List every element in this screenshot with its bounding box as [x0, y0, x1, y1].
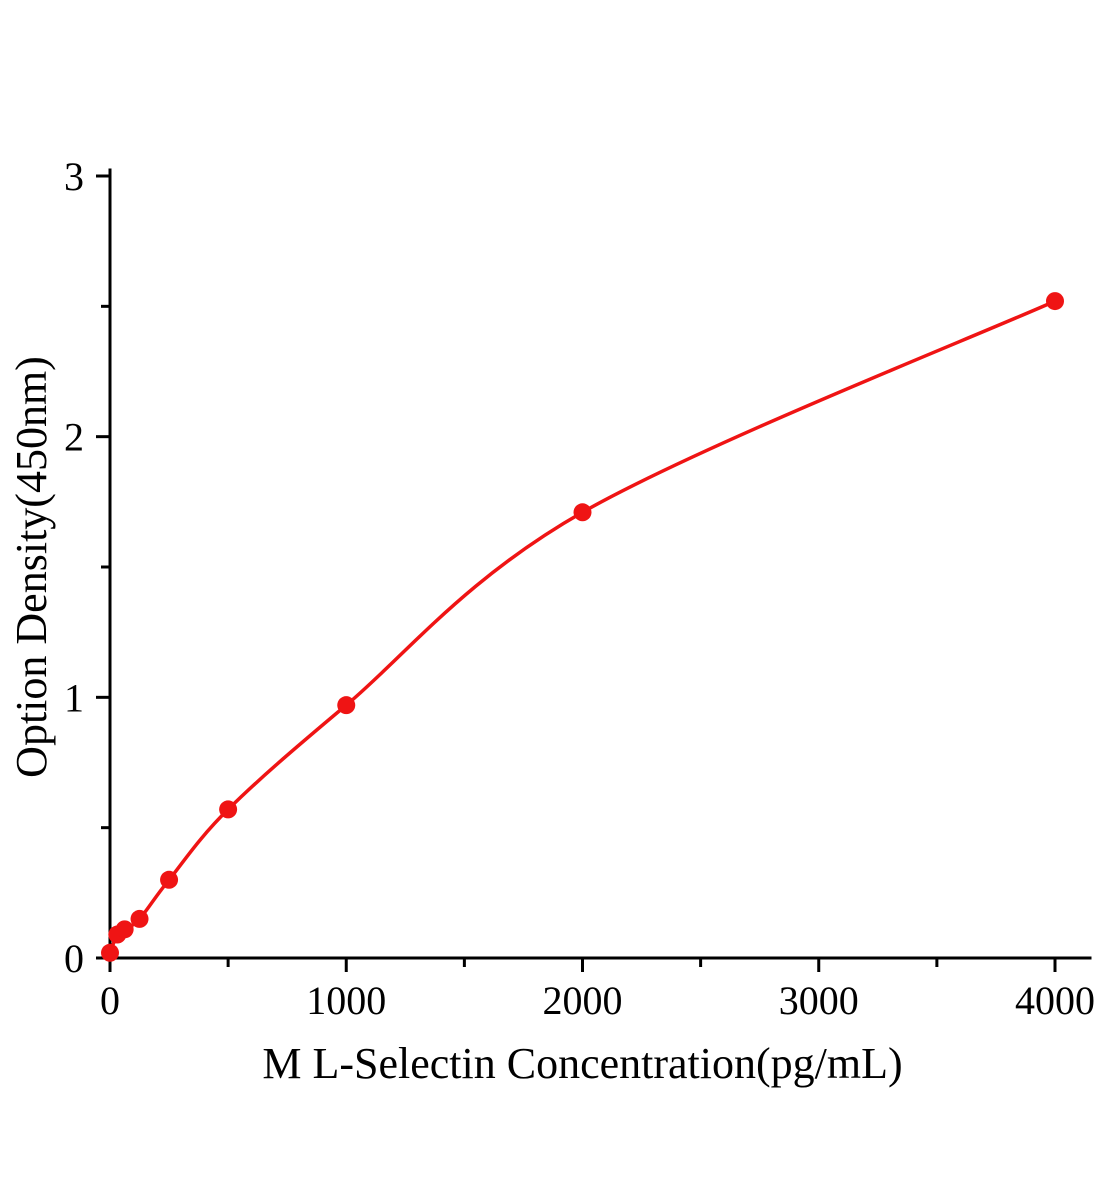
data-point-marker	[115, 920, 134, 939]
data-point-marker	[337, 696, 356, 715]
data-point-marker	[160, 870, 179, 889]
standard-curve-path	[108, 299, 1057, 955]
x-axis-title: M L-Selectin Concentration(pg/mL)	[262, 1039, 902, 1088]
x-tick-label: 2000	[543, 978, 623, 1023]
y-tick-label: 3	[64, 154, 84, 199]
x-tick-label: 1000	[306, 978, 386, 1023]
y-tick-label: 1	[64, 675, 84, 720]
data-point-marker	[1046, 292, 1064, 311]
y-tick-label: 0	[64, 936, 84, 981]
y-axis-title: Option Density(450nm)	[7, 356, 56, 778]
data-point-marker	[130, 909, 149, 928]
data-point-marker	[101, 943, 119, 962]
y-tick-label: 2	[64, 415, 84, 460]
data-point-marker	[219, 800, 238, 819]
x-tick-label: 0	[100, 978, 120, 1023]
data-point-marker	[573, 503, 592, 522]
x-tick-label: 4000	[1015, 978, 1095, 1023]
x-tick-label: 3000	[779, 978, 859, 1023]
